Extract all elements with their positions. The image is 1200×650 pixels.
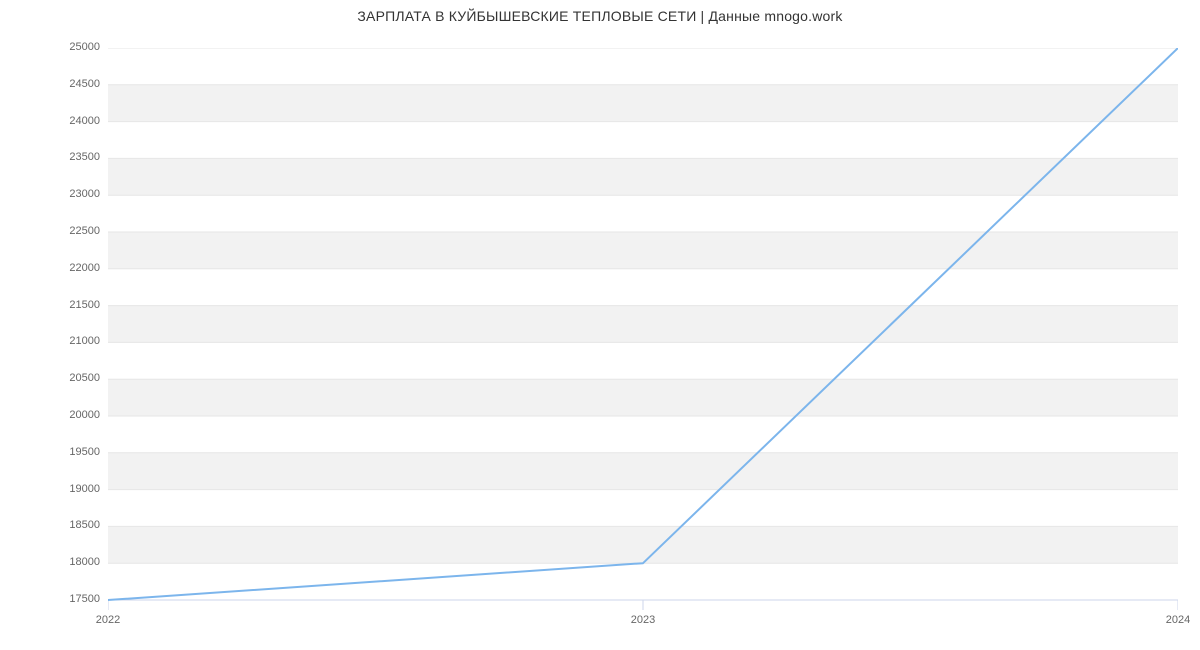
y-tick-label: 18000 <box>69 556 100 568</box>
salary-line-chart: ЗАРПЛАТА В КУЙБЫШЕВСКИЕ ТЕПЛОВЫЕ СЕТИ | … <box>0 0 1200 650</box>
y-tick-label: 20000 <box>69 409 100 421</box>
y-tick-label: 22000 <box>69 262 100 274</box>
y-tick-label: 19000 <box>69 483 100 495</box>
y-tick-label: 17500 <box>69 593 100 605</box>
y-tick-label: 22500 <box>69 225 100 237</box>
x-tick-label: 2023 <box>631 614 655 626</box>
x-tick-label: 2022 <box>96 614 120 626</box>
y-tick-label: 20500 <box>69 372 100 384</box>
y-tick-label: 23000 <box>69 188 100 200</box>
y-tick-label: 21000 <box>69 335 100 347</box>
y-tick-label: 21500 <box>69 299 100 311</box>
plot-area <box>108 48 1178 600</box>
y-tick-label: 18500 <box>69 519 100 531</box>
y-tick-label: 25000 <box>69 41 100 53</box>
chart-title: ЗАРПЛАТА В КУЙБЫШЕВСКИЕ ТЕПЛОВЫЕ СЕТИ | … <box>0 8 1200 24</box>
y-tick-label: 19500 <box>69 446 100 458</box>
y-tick-label: 23500 <box>69 151 100 163</box>
plot-svg <box>108 48 1178 620</box>
x-tick-label: 2024 <box>1166 614 1190 626</box>
y-tick-label: 24500 <box>69 78 100 90</box>
y-tick-label: 24000 <box>69 115 100 127</box>
